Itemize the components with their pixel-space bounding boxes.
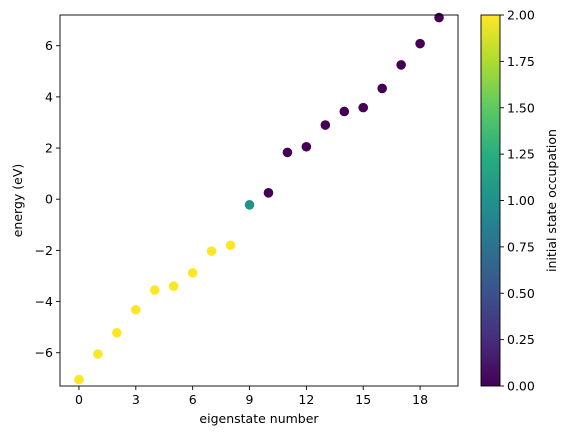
colorbar-tick-label: 0.75 [507,239,535,254]
y-tick-label: 4 [45,89,53,104]
y-axis: −6 −4 −2 0 2 4 6 [35,38,60,360]
data-point [93,349,103,359]
data-point [358,102,369,113]
y-tick-label: −4 [35,294,53,309]
x-tick-label: 15 [355,392,371,407]
colorbar-tick-label: 0.25 [507,332,535,347]
y-tick-label: 0 [45,192,53,207]
colorbar-label: initial state occupation [544,129,559,272]
x-tick-label: 12 [298,392,314,407]
data-point [282,147,293,158]
colorbar-tick-label: 1.25 [507,147,535,162]
data-point [377,83,387,94]
y-axis-label: energy (eV) [10,164,25,238]
data-point [320,120,331,130]
x-tick-label: 6 [189,392,197,407]
colorbar-tick-label: 0.50 [507,286,535,301]
x-axis: 0 3 6 9 12 15 18 [75,386,428,407]
data-point [339,106,350,117]
x-tick-label: 0 [75,392,83,407]
colorbar: 0.00 0.25 0.50 0.75 1.00 1.25 1.50 1.75 2.00 ini… [480,8,559,394]
colorbar-tick-label: 0.00 [507,379,535,394]
colorbar-tick-label: 1.50 [507,100,535,115]
data-point [415,38,425,49]
y-tick-label: −6 [35,345,53,360]
data-points [74,12,444,385]
y-tick-label: 6 [45,38,53,53]
data-point [187,268,198,278]
data-point [131,304,141,315]
data-point [112,327,122,338]
colorbar-ticks: 0.00 0.25 0.50 0.75 1.00 1.25 1.50 1.75 2.00 [500,8,535,394]
x-tick-label: 9 [246,392,254,407]
colorbar-tick-label: 2.00 [507,8,535,23]
data-point [168,281,179,292]
colorbar-gradient [480,14,501,387]
colorbar-tick-label: 1.00 [507,193,535,208]
data-point [263,188,274,198]
data-point [396,60,406,70]
x-tick-label: 18 [412,392,428,407]
axes-frame [59,14,459,387]
data-point [225,240,236,251]
x-tick-label: 3 [132,392,140,407]
data-point [434,12,444,23]
y-tick-label: −2 [35,243,53,258]
colorbar-tick-label: 1.75 [507,54,535,69]
data-point [149,285,160,295]
data-point [244,200,255,210]
x-axis-label: eigenstate number [199,411,319,426]
y-tick-label: 2 [45,141,53,156]
data-point [301,141,312,152]
data-point [206,246,217,256]
data-point [74,374,84,385]
